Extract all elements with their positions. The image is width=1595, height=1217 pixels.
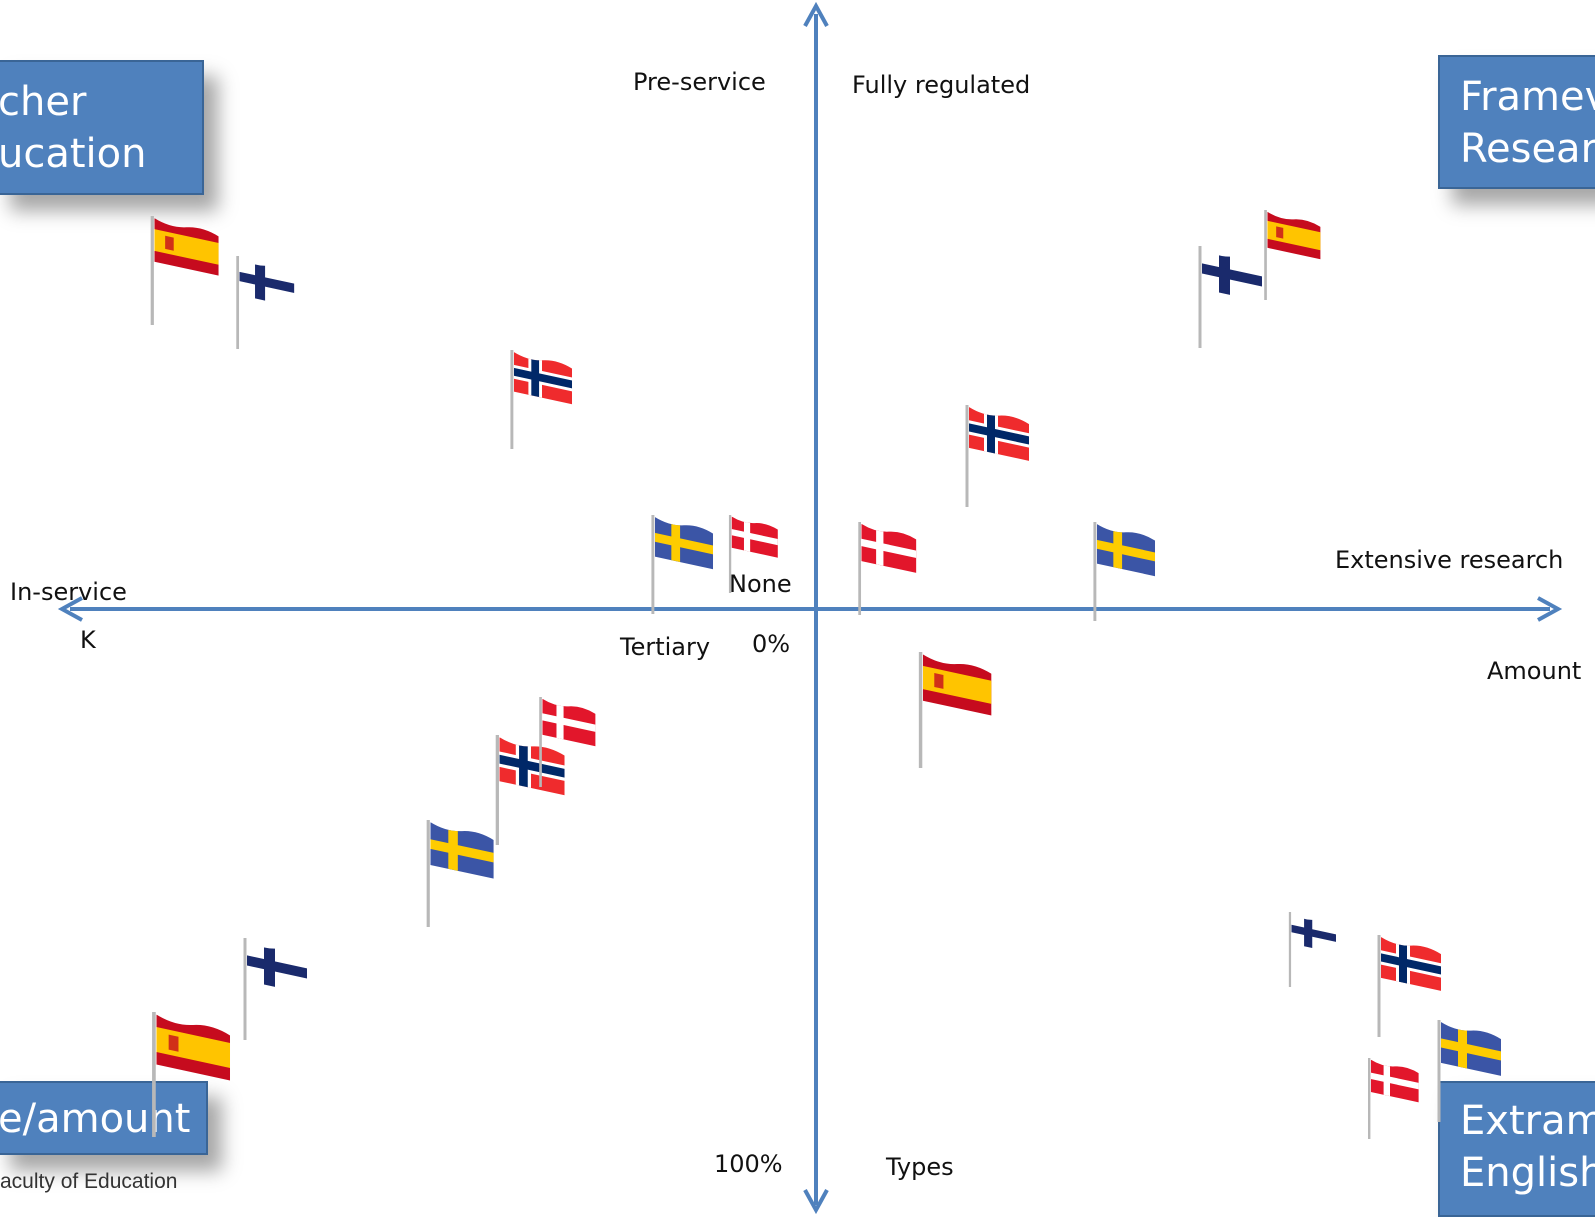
arrow-left-icon	[57, 596, 83, 622]
norway-flag-icon	[1375, 935, 1445, 1042]
spain-flag-icon	[148, 216, 223, 330]
label-zero-percent: 0%	[752, 630, 791, 658]
box-extramural-english: Extram English	[1438, 1081, 1595, 1217]
finland-flag-icon	[234, 256, 298, 354]
sweden-flag-icon	[1091, 522, 1159, 626]
box-framework-research-line-2: Researc	[1460, 126, 1595, 172]
finland-flag-icon	[241, 938, 311, 1045]
label-types: Types	[886, 1153, 954, 1181]
box-teacher-education-line-2: ucation	[0, 131, 147, 177]
box-framework-research: Framev Researc	[1438, 55, 1595, 189]
label-pre-service: Pre-service	[633, 68, 766, 96]
sweden-flag-icon	[649, 515, 717, 619]
box-teacher-education-line-1: cher	[0, 79, 87, 125]
denmark-flag-icon	[537, 697, 599, 792]
norway-flag-icon	[508, 350, 576, 454]
faculty-footer: aculty of Education	[0, 1170, 178, 1193]
spain-flag-icon	[916, 652, 996, 773]
denmark-flag-icon	[1366, 1058, 1422, 1144]
box-type-amount: e/amount	[0, 1081, 208, 1155]
label-extensive-research: Extensive research	[1335, 546, 1564, 574]
denmark-flag-icon	[727, 515, 781, 598]
finland-flag-icon	[1287, 912, 1339, 992]
arrow-right-icon	[1537, 596, 1563, 622]
arrow-up-icon	[803, 1, 829, 27]
norway-flag-icon	[493, 735, 569, 850]
norway-flag-icon	[963, 405, 1033, 512]
box-teacher-education: cher ucation	[0, 60, 204, 195]
box-framework-research-line-1: Framev	[1460, 74, 1595, 120]
label-fully-regulated: Fully regulated	[852, 71, 1031, 99]
finland-flag-icon	[1196, 246, 1266, 353]
spain-flag-icon	[1262, 210, 1324, 305]
box-extramural-english-line-1: Extram	[1460, 1098, 1595, 1144]
denmark-flag-icon	[856, 522, 920, 620]
label-in-service: In-service	[10, 578, 127, 606]
label-amount: Amount	[1487, 657, 1582, 685]
box-type-amount-line-1: e/amount	[0, 1096, 191, 1142]
sweden-flag-icon	[1435, 1020, 1505, 1127]
label-none: None	[729, 570, 792, 598]
label-tertiary: Tertiary	[620, 633, 711, 661]
arrow-down-icon	[803, 1189, 829, 1215]
sweden-flag-icon	[424, 820, 498, 932]
box-extramural-english-line-2: English	[1460, 1150, 1595, 1196]
label-hundred-percent: 100%	[714, 1150, 783, 1178]
label-k: K	[80, 626, 96, 654]
spain-flag-icon	[149, 1012, 235, 1142]
